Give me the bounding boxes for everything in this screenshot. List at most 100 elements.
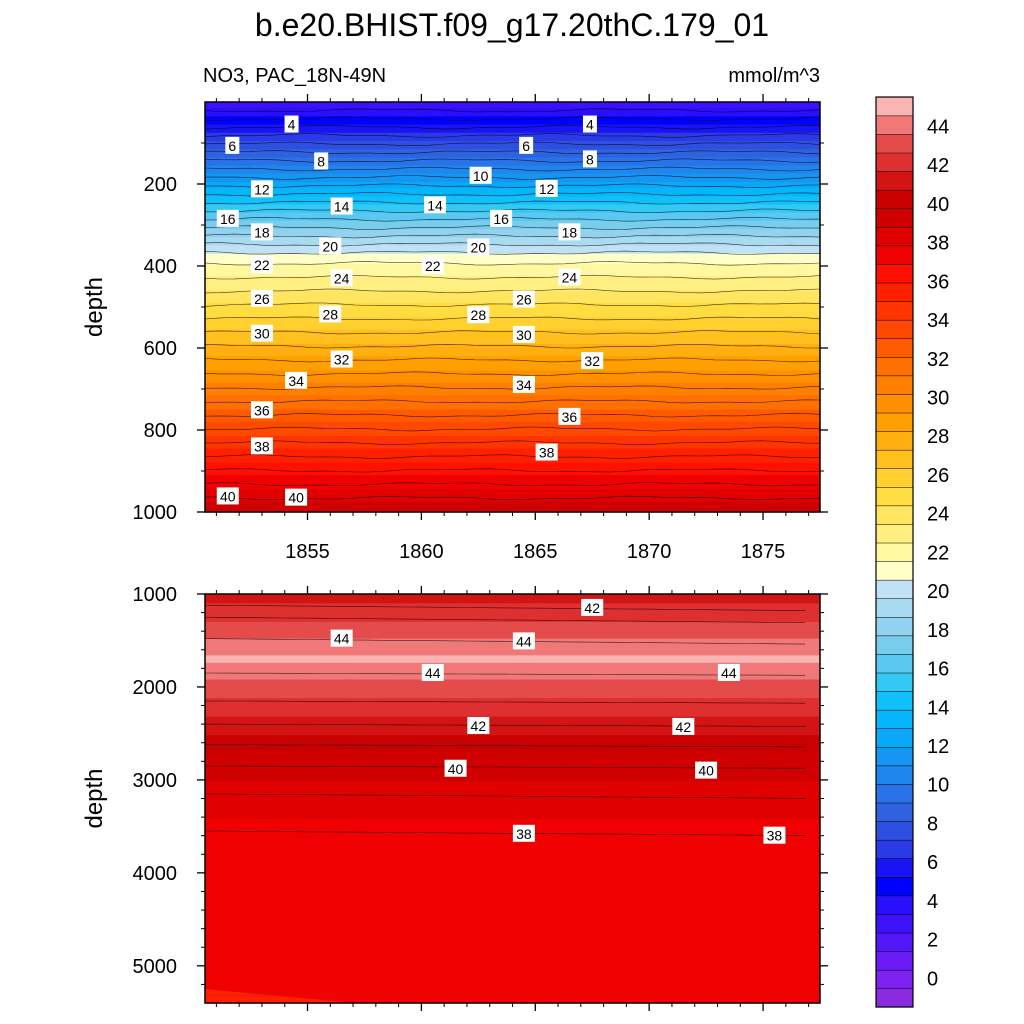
- colorbar-tick-label: 22: [927, 542, 949, 564]
- lower-fill-band: [205, 623, 820, 627]
- lower-fill-band: [205, 939, 820, 943]
- upper-contour-label-box: [319, 237, 342, 255]
- lower-fill-band: [205, 975, 820, 978]
- upper-contour-label-box: [581, 352, 604, 370]
- upper-fill-band: [205, 483, 820, 486]
- upper-fill-band: [205, 497, 820, 501]
- lower-fill-band: [205, 612, 820, 616]
- lower-fill-band: [205, 989, 820, 993]
- upper-contour-line: [204, 108, 821, 113]
- lower-fill-band: [205, 965, 820, 969]
- lower-fill-band: [205, 655, 820, 658]
- colorbar-box: [875, 579, 914, 599]
- upper-contour-label-box: [558, 268, 581, 286]
- upper-fill-band: [205, 233, 820, 236]
- upper-fill-band: [205, 341, 820, 345]
- lower-fill-band: [205, 950, 820, 954]
- lower-fill-band: [205, 770, 820, 774]
- lower-contour-label-box: [695, 761, 718, 779]
- upper-contour-line: [204, 133, 821, 138]
- upper-contour-label: 4: [586, 117, 594, 133]
- lower-fill-band: [205, 999, 820, 1002]
- lower-fill-band: [205, 620, 820, 623]
- lower-y-tick-label: 2000: [133, 677, 178, 699]
- upper-fill-band: [205, 145, 820, 148]
- upper-fill-band: [205, 288, 820, 292]
- lower-fill-band: [205, 737, 820, 740]
- lower-fill-band: [205, 711, 820, 714]
- colorbar-box: [875, 672, 914, 692]
- upper-contour-label: 8: [317, 153, 325, 169]
- upper-fill-band: [205, 446, 820, 450]
- colorbar-box: [875, 468, 914, 488]
- lower-contour-label-box: [512, 824, 535, 842]
- lower-fill-band: [205, 937, 820, 941]
- lower-fill-band: [205, 618, 820, 621]
- units-label: mmol/m^3: [728, 65, 820, 87]
- lower-fill-band: [205, 699, 820, 703]
- lower-y-tick-label: 1000: [133, 584, 178, 606]
- upper-contour-line: [204, 495, 821, 501]
- upper-contour-label: 16: [220, 211, 236, 227]
- upper-fill-band: [205, 397, 820, 400]
- upper-contour-line: [204, 200, 821, 205]
- upper-fill-band: [205, 208, 820, 212]
- lower-fill-band: [205, 791, 820, 794]
- upper-fill-band: [205, 106, 820, 109]
- lower-fill-band: [205, 995, 820, 999]
- lower-fill-band: [205, 740, 820, 744]
- upper-fill-band: [205, 222, 820, 226]
- upper-fill-band: [205, 122, 820, 126]
- upper-fill-band: [205, 237, 820, 240]
- lower-fill-band: [205, 778, 820, 781]
- colorbar-box: [875, 913, 914, 934]
- upper-fill-band: [205, 227, 820, 230]
- upper-contour-line: [204, 330, 821, 335]
- lower-fill-band: [205, 941, 820, 945]
- upper-fill-band: [205, 272, 820, 275]
- lower-fill-band: [205, 785, 820, 788]
- upper-contour-label: 38: [254, 438, 270, 454]
- upper-fill-band: [205, 380, 820, 384]
- upper-contour-label: 32: [584, 353, 600, 369]
- colorbar-box: [875, 115, 914, 135]
- upper-fill-band: [205, 348, 820, 351]
- upper-fill-band: [205, 235, 820, 238]
- colorbar-tick-label: 10: [927, 775, 949, 797]
- upper-contour-label-box: [216, 209, 239, 227]
- lower-fill-band: [205, 752, 820, 755]
- upper-contour-line: [205, 150, 821, 155]
- lower-fill-band: [205, 634, 820, 638]
- upper-fill-band: [205, 140, 820, 144]
- upper-contour-label-box: [467, 306, 490, 324]
- lower-fill-band: [205, 878, 820, 881]
- upper-fill-band: [205, 358, 820, 361]
- lower-fill-band: [205, 973, 820, 976]
- upper-fill-band: [205, 389, 820, 392]
- lower-contour-label: 40: [698, 763, 714, 779]
- upper-contour-label: 32: [334, 351, 350, 367]
- upper-fill-band: [205, 214, 820, 218]
- lower-fill-band: [205, 863, 820, 867]
- upper-fill-band: [205, 124, 820, 128]
- upper-fill-band: [205, 503, 820, 507]
- upper-x-tick-label: 1860: [399, 541, 444, 563]
- lower-contour-label: 38: [516, 826, 532, 842]
- lower-fill-band: [205, 599, 820, 603]
- lower-fill-band: [205, 807, 820, 811]
- lower-fill-band: [205, 692, 820, 695]
- upper-contour-line: [204, 233, 821, 239]
- upper-contour-label: 4: [288, 117, 296, 133]
- lower-fill-band: [205, 722, 820, 725]
- lower-fill-band: [205, 988, 820, 991]
- lower-fill-band: [205, 919, 820, 922]
- lower-fill-band: [205, 874, 820, 878]
- colorbar-tick-label: 18: [927, 620, 949, 642]
- upper-contour-label: 28: [471, 307, 487, 323]
- lower-fill-band: [205, 887, 820, 891]
- upper-contour-label-box: [250, 223, 273, 241]
- lower-fill-band: [205, 753, 820, 757]
- colorbar-tick-label: 44: [927, 116, 949, 138]
- lower-fill-band: [205, 677, 820, 681]
- colorbar-tick-label: 26: [927, 465, 949, 487]
